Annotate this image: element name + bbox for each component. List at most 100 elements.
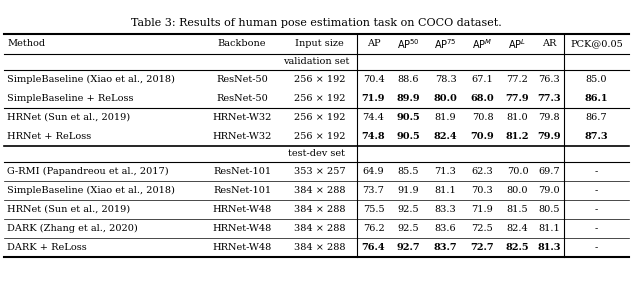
- Text: 71.3: 71.3: [435, 167, 456, 176]
- Text: 80.0: 80.0: [433, 94, 458, 103]
- Text: 79.8: 79.8: [538, 113, 560, 122]
- Text: $\mathrm{AP}^{75}$: $\mathrm{AP}^{75}$: [434, 37, 457, 51]
- Text: 256 × 192: 256 × 192: [294, 94, 345, 103]
- Text: 81.0: 81.0: [507, 113, 528, 122]
- Text: 81.3: 81.3: [537, 243, 561, 252]
- Text: test-dev set: test-dev set: [288, 149, 345, 158]
- Text: DARK (Zhang et al., 2020): DARK (Zhang et al., 2020): [7, 224, 138, 233]
- Text: 86.1: 86.1: [585, 94, 608, 103]
- Text: HRNet-W48: HRNet-W48: [212, 243, 271, 252]
- Text: 77.3: 77.3: [537, 94, 561, 103]
- Text: 74.8: 74.8: [362, 132, 385, 141]
- Text: $\mathrm{AP}^{M}$: $\mathrm{AP}^{M}$: [472, 37, 493, 51]
- Text: 92.5: 92.5: [397, 205, 419, 214]
- Text: 81.2: 81.2: [506, 132, 529, 141]
- Text: 71.9: 71.9: [472, 205, 493, 214]
- Text: 72.5: 72.5: [472, 224, 493, 233]
- Text: 89.9: 89.9: [397, 94, 420, 103]
- Text: SimpleBaseline (Xiao et al., 2018): SimpleBaseline (Xiao et al., 2018): [7, 75, 175, 84]
- Text: 87.3: 87.3: [585, 132, 608, 141]
- Text: 81.5: 81.5: [507, 205, 528, 214]
- Text: 384 × 288: 384 × 288: [294, 205, 345, 214]
- Text: 90.5: 90.5: [397, 132, 420, 141]
- Text: 80.0: 80.0: [507, 186, 528, 195]
- Text: 70.0: 70.0: [507, 167, 528, 176]
- Text: $\mathrm{AP}^{50}$: $\mathrm{AP}^{50}$: [397, 37, 420, 51]
- Text: Table 3: Results of human pose estimation task on COCO dataset.: Table 3: Results of human pose estimatio…: [131, 18, 502, 28]
- Text: 70.4: 70.4: [363, 75, 385, 84]
- Text: HRNet-W32: HRNet-W32: [212, 132, 272, 141]
- Text: HRNet-W48: HRNet-W48: [212, 205, 271, 214]
- Text: 78.3: 78.3: [435, 75, 456, 84]
- Text: 64.9: 64.9: [363, 167, 384, 176]
- Text: 77.2: 77.2: [507, 75, 529, 84]
- Text: -: -: [595, 243, 598, 252]
- Text: Backbone: Backbone: [218, 39, 266, 49]
- Text: -: -: [595, 186, 598, 195]
- Text: 83.7: 83.7: [434, 243, 458, 252]
- Text: 92.7: 92.7: [397, 243, 420, 252]
- Text: 256 × 192: 256 × 192: [294, 132, 345, 141]
- Text: 79.9: 79.9: [537, 132, 561, 141]
- Text: 82.4: 82.4: [507, 224, 529, 233]
- Text: 68.0: 68.0: [470, 94, 494, 103]
- Text: 80.5: 80.5: [538, 205, 560, 214]
- Text: validation set: validation set: [284, 57, 349, 67]
- Text: 67.1: 67.1: [472, 75, 493, 84]
- Text: HRNet (Sun et al., 2019): HRNet (Sun et al., 2019): [7, 113, 130, 122]
- Text: 73.7: 73.7: [363, 186, 385, 195]
- Text: 256 × 192: 256 × 192: [294, 113, 345, 122]
- Text: 92.5: 92.5: [397, 224, 419, 233]
- Text: ResNet-101: ResNet-101: [213, 167, 271, 176]
- Text: SimpleBaseline (Xiao et al., 2018): SimpleBaseline (Xiao et al., 2018): [7, 186, 175, 195]
- Text: 83.3: 83.3: [435, 205, 456, 214]
- Text: 384 × 288: 384 × 288: [294, 224, 345, 233]
- Text: 71.9: 71.9: [362, 94, 385, 103]
- Text: 76.4: 76.4: [362, 243, 385, 252]
- Text: G-RMI (Papandreou et al., 2017): G-RMI (Papandreou et al., 2017): [7, 167, 168, 176]
- Text: 74.4: 74.4: [363, 113, 385, 122]
- Text: -: -: [595, 224, 598, 233]
- Text: Method: Method: [7, 39, 45, 49]
- Text: 85.5: 85.5: [397, 167, 419, 176]
- Text: 72.7: 72.7: [470, 243, 494, 252]
- Text: 90.5: 90.5: [397, 113, 420, 122]
- Text: 81.1: 81.1: [538, 224, 560, 233]
- Text: 75.5: 75.5: [363, 205, 384, 214]
- Text: 384 × 288: 384 × 288: [294, 186, 345, 195]
- Text: SimpleBaseline + ReLoss: SimpleBaseline + ReLoss: [7, 94, 134, 103]
- Text: 69.7: 69.7: [538, 167, 560, 176]
- Text: 256 × 192: 256 × 192: [294, 75, 345, 84]
- Text: 79.0: 79.0: [538, 186, 560, 195]
- Text: HRNet (Sun et al., 2019): HRNet (Sun et al., 2019): [7, 205, 130, 214]
- Text: 70.8: 70.8: [472, 113, 493, 122]
- Text: 76.2: 76.2: [363, 224, 385, 233]
- Text: -: -: [595, 205, 598, 214]
- Text: 82.5: 82.5: [506, 243, 529, 252]
- Text: 81.1: 81.1: [435, 186, 456, 195]
- Text: DARK + ReLoss: DARK + ReLoss: [7, 243, 87, 252]
- Text: 353 × 257: 353 × 257: [294, 167, 346, 176]
- Text: HRNet + ReLoss: HRNet + ReLoss: [7, 132, 92, 141]
- Text: 76.3: 76.3: [538, 75, 560, 84]
- Text: 62.3: 62.3: [472, 167, 493, 176]
- Text: 81.9: 81.9: [435, 113, 456, 122]
- Text: 70.3: 70.3: [472, 186, 493, 195]
- Text: 82.4: 82.4: [434, 132, 458, 141]
- Text: 85.0: 85.0: [586, 75, 607, 84]
- Text: Input size: Input size: [295, 39, 344, 49]
- Text: HRNet-W48: HRNet-W48: [212, 224, 271, 233]
- Text: -: -: [595, 167, 598, 176]
- Text: 91.9: 91.9: [397, 186, 419, 195]
- Text: AP: AP: [367, 39, 380, 49]
- Text: 384 × 288: 384 × 288: [294, 243, 345, 252]
- Text: 77.9: 77.9: [506, 94, 529, 103]
- Text: $\mathrm{AP}^{L}$: $\mathrm{AP}^{L}$: [509, 37, 527, 51]
- Text: ResNet-101: ResNet-101: [213, 186, 271, 195]
- Text: ResNet-50: ResNet-50: [216, 94, 268, 103]
- Text: ResNet-50: ResNet-50: [216, 75, 268, 84]
- Text: 88.6: 88.6: [397, 75, 419, 84]
- Text: 70.9: 70.9: [470, 132, 494, 141]
- Text: HRNet-W32: HRNet-W32: [212, 113, 272, 122]
- Text: 83.6: 83.6: [435, 224, 456, 233]
